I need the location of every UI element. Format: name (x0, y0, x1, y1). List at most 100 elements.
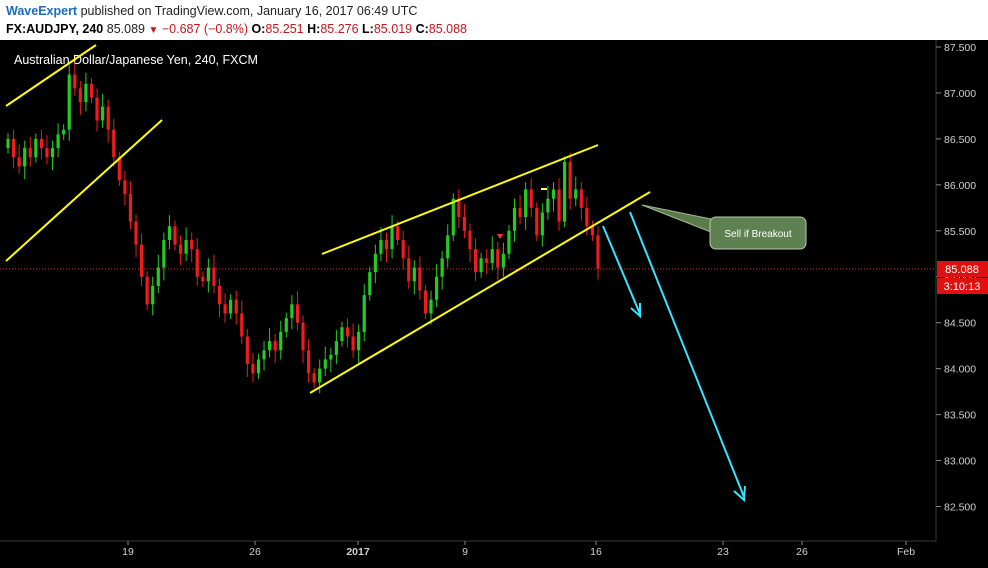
candle-down (351, 336, 355, 351)
callout-box[interactable] (709, 216, 807, 250)
candle-up (284, 318, 288, 332)
long-arrow[interactable] (629, 211, 746, 503)
short-arrow[interactable] (602, 225, 641, 319)
publish-line: WaveExpert published on TradingView.com,… (6, 4, 417, 18)
candle-down (473, 249, 478, 273)
channel-upper-line[interactable] (321, 144, 599, 255)
time-tick-label: 2017 (346, 546, 370, 558)
candle-down (485, 258, 489, 263)
price-tick-label: 84.000 (944, 364, 976, 376)
candle-up (507, 230, 511, 254)
candle-down (423, 290, 428, 314)
candle-down (273, 341, 277, 351)
candle-down (123, 180, 127, 195)
price-tick-label: 84.500 (944, 318, 976, 330)
candle-up (512, 207, 517, 231)
callout-text: Sell if Breakout (724, 229, 791, 240)
candle-up (323, 359, 327, 369)
candle-down (17, 157, 21, 167)
candle-down (45, 148, 49, 158)
candle-up (540, 212, 544, 236)
candle-down (596, 235, 600, 269)
open-value: 85.251 (265, 22, 304, 36)
candle-up (262, 350, 266, 360)
time-tick-label: 26 (249, 546, 261, 558)
candle-up (524, 189, 528, 218)
price-tick-label: 83.500 (944, 410, 976, 422)
candle-down (568, 161, 572, 199)
candle-up (67, 74, 71, 130)
published-text: published on TradingView.com, January 16… (80, 4, 418, 18)
candles-group (6, 61, 600, 394)
candle-down (73, 74, 77, 89)
open-label: O: (251, 22, 266, 36)
candle-down (95, 97, 99, 121)
candle-up (56, 134, 60, 149)
candle-up (6, 138, 10, 149)
candle-down (201, 276, 205, 282)
trendline-upper-left[interactable] (5, 44, 97, 107)
candle-down (139, 244, 144, 277)
candle-down (407, 258, 411, 282)
candle-down (39, 138, 43, 149)
candle-up (390, 226, 394, 250)
quote-line: FX:AUDJPY, 240 85.089 ▼ −0.687 (−0.8%) O… (6, 22, 467, 36)
price-axis[interactable] (936, 40, 988, 568)
candle-up (340, 327, 344, 342)
price-tick-label: 87.000 (944, 88, 976, 100)
time-tick-label: 26 (796, 546, 808, 558)
candle-up (62, 129, 66, 135)
candle-down (579, 189, 583, 208)
candle-down (173, 226, 177, 245)
candle-down (585, 207, 589, 227)
candle-down (295, 304, 300, 323)
channel-lower-line[interactable] (309, 191, 651, 394)
candle-down (112, 129, 116, 158)
price-chart[interactable]: 87.50087.00086.50086.00085.50085.00084.5… (0, 40, 988, 568)
candle-up (84, 83, 88, 103)
candle-up (162, 239, 166, 268)
candle-down (234, 299, 238, 314)
low-label: L: (362, 22, 374, 36)
candle-up (379, 239, 383, 254)
candle-up (184, 239, 188, 254)
candle-down (557, 189, 561, 222)
candle-down (11, 138, 16, 158)
price-tick-label: 82.500 (944, 502, 976, 514)
price-marker-icon (541, 188, 547, 190)
price-tick-label: 83.000 (944, 456, 976, 468)
price-change: −0.687 (−0.8%) (161, 22, 249, 36)
time-tick-group: 19 26 2017 9 16 23 26 Feb (122, 541, 915, 558)
publisher-link[interactable]: WaveExpert (6, 4, 78, 18)
candle-up (563, 161, 567, 222)
countdown-label: 3:10:13 (944, 281, 981, 293)
trendline-lower-left[interactable] (5, 119, 163, 262)
candle-down (496, 249, 500, 268)
candle-down (251, 364, 255, 374)
candle-down (396, 226, 400, 240)
last-price: 85.089 (106, 22, 145, 36)
signal-marker-icon (497, 234, 503, 239)
candle-up (501, 253, 505, 268)
low-value: 85.019 (373, 22, 413, 36)
high-label: H: (307, 22, 321, 36)
time-tick-label: 19 (122, 546, 134, 558)
candle-down (195, 249, 199, 277)
chart-background (0, 40, 988, 568)
price-tick-label: 85.500 (944, 226, 976, 238)
symbol-label[interactable]: FX:AUDJPY, 240 (6, 22, 104, 36)
candle-down (345, 327, 350, 337)
current-price-box (937, 261, 988, 277)
candle-down (468, 230, 472, 250)
candle-up (551, 189, 556, 199)
candle-down (418, 267, 422, 291)
candle-up (434, 276, 439, 300)
price-tick-group: 87.50087.00086.50086.00085.50085.00084.5… (936, 42, 976, 514)
candle-up (268, 341, 272, 351)
candle-down (245, 336, 249, 365)
candle-up (318, 368, 322, 383)
candle-up (229, 299, 233, 314)
current-price-label: 85.088 (945, 264, 979, 276)
time-tick-label: 9 (462, 546, 468, 558)
time-tick-label: 23 (717, 546, 729, 558)
